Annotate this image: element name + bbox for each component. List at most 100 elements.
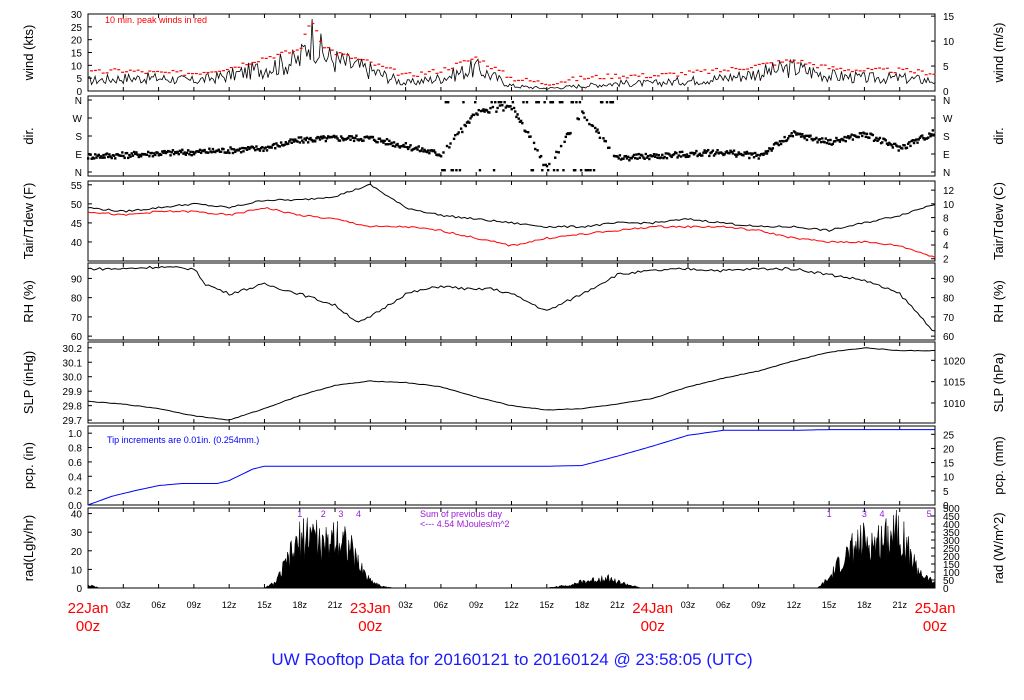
- y-tick-label-right: 250: [943, 544, 960, 555]
- direction-point: [678, 150, 682, 154]
- direction-point: [529, 135, 532, 138]
- direction-point: [192, 153, 196, 156]
- direction-point: [432, 149, 436, 152]
- direction-point: [114, 157, 117, 160]
- direction-point: [685, 153, 689, 156]
- direction-point: [248, 147, 251, 151]
- panel-frame: [87, 341, 936, 424]
- direction-point: [711, 149, 715, 152]
- direction-point: [791, 134, 795, 138]
- direction-point: [161, 150, 164, 153]
- direction-point: [459, 127, 463, 130]
- direction-point: [588, 122, 591, 126]
- direction-point: [481, 109, 484, 112]
- direction-point: [148, 154, 151, 158]
- direction-point: [222, 147, 225, 151]
- direction-point: [492, 169, 496, 172]
- y-tick-label: 30.1: [63, 358, 83, 369]
- y-tick-label: 0.2: [68, 487, 82, 498]
- direction-point: [737, 151, 740, 154]
- direction-point: [871, 133, 875, 137]
- direction-point: [926, 136, 930, 139]
- direction-point: [909, 144, 912, 148]
- direction-point: [306, 141, 310, 144]
- direction-point: [390, 141, 393, 145]
- direction-point: [184, 153, 188, 156]
- y-tick-label-right: 0: [943, 87, 949, 98]
- direction-point: [382, 141, 385, 144]
- y-tick-label-right: 15: [943, 12, 955, 23]
- direction-point: [584, 169, 588, 172]
- direction-point: [881, 141, 884, 144]
- direction-point: [122, 154, 125, 158]
- direction-point: [531, 169, 535, 172]
- direction-point: [219, 150, 223, 153]
- y-axis-label-right: Tair/Tdew (C): [991, 182, 1006, 260]
- direction-point: [441, 169, 444, 172]
- direction-point: [299, 136, 303, 139]
- direction-point: [591, 124, 595, 128]
- y-tick-label-right: 300: [943, 536, 960, 547]
- direction-point: [757, 157, 760, 160]
- y-tick-label-right: 1015: [943, 378, 966, 389]
- radiation-marker: 3: [338, 509, 343, 519]
- direction-point: [499, 101, 503, 104]
- direction-point: [698, 152, 702, 155]
- direction-point: [494, 101, 497, 104]
- direction-point: [391, 144, 395, 148]
- direction-point: [539, 154, 543, 158]
- direction-point: [861, 134, 864, 138]
- direction-point: [652, 153, 656, 156]
- direction-point: [522, 101, 525, 104]
- direction-point: [129, 155, 132, 158]
- direction-point: [582, 111, 585, 115]
- direction-point: [668, 153, 671, 156]
- precipitation-line: [87, 429, 935, 506]
- day-time-label: 00z: [923, 618, 947, 635]
- direction-point: [476, 113, 479, 116]
- direction-point: [515, 115, 518, 119]
- direction-point: [675, 151, 678, 155]
- direction-point: [168, 150, 171, 153]
- direction-point: [483, 110, 486, 113]
- y-tick-label: N: [75, 96, 82, 107]
- direction-point: [454, 134, 457, 137]
- direction-point: [816, 141, 819, 144]
- direction-point: [288, 140, 291, 143]
- radiation-marker: 1: [827, 509, 832, 519]
- y-tick-label-right: 350: [943, 528, 960, 539]
- direction-point: [563, 140, 566, 144]
- wind-speed-line: [87, 18, 936, 90]
- y-tick-label-right: 80: [943, 294, 955, 305]
- direction-point: [171, 149, 175, 152]
- direction-point: [818, 138, 822, 141]
- direction-point: [694, 151, 697, 155]
- direction-point: [642, 156, 645, 159]
- direction-point: [794, 131, 797, 134]
- direction-point: [815, 136, 818, 140]
- y-tick-label: 40: [71, 238, 83, 249]
- y-tick-label-right: 0: [943, 501, 949, 512]
- direction-point: [289, 138, 292, 141]
- direction-point: [190, 154, 193, 157]
- y-tick-label: 30.0: [63, 373, 83, 384]
- y-tick-label-right: 100: [943, 568, 960, 579]
- direction-point: [564, 135, 568, 139]
- direction-point: [384, 143, 388, 146]
- direction-point: [270, 146, 273, 149]
- direction-point: [868, 136, 871, 140]
- direction-point: [325, 137, 329, 140]
- y-axis-label: rad(Lgly/hr): [21, 515, 36, 581]
- y-tick-label: 0.8: [68, 444, 82, 455]
- direction-point: [512, 106, 516, 110]
- direction-point: [298, 141, 302, 144]
- y-tick-label: 29.7: [63, 416, 83, 427]
- direction-point: [208, 147, 211, 150]
- panel-dir: dir. dir.N NE ES SW WN N: [21, 95, 1006, 179]
- y-axis-label: Tair/Tdew (F): [21, 183, 36, 260]
- y-axis-label: pcp. (in): [21, 442, 36, 489]
- panel-frame: [87, 262, 936, 341]
- direction-point: [150, 151, 153, 155]
- direction-point: [472, 113, 476, 117]
- direction-point: [258, 149, 262, 152]
